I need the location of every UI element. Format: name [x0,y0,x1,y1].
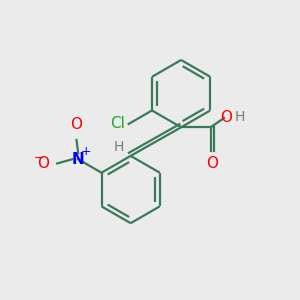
Text: +: + [80,145,91,158]
Text: O: O [206,156,218,171]
Text: H: H [114,140,124,154]
Text: O: O [220,110,232,125]
Text: Cl: Cl [110,116,125,131]
Text: O: O [38,156,50,171]
Text: N: N [72,152,85,167]
Text: H: H [235,110,245,124]
Text: O: O [70,117,83,132]
Text: −: − [33,152,44,165]
